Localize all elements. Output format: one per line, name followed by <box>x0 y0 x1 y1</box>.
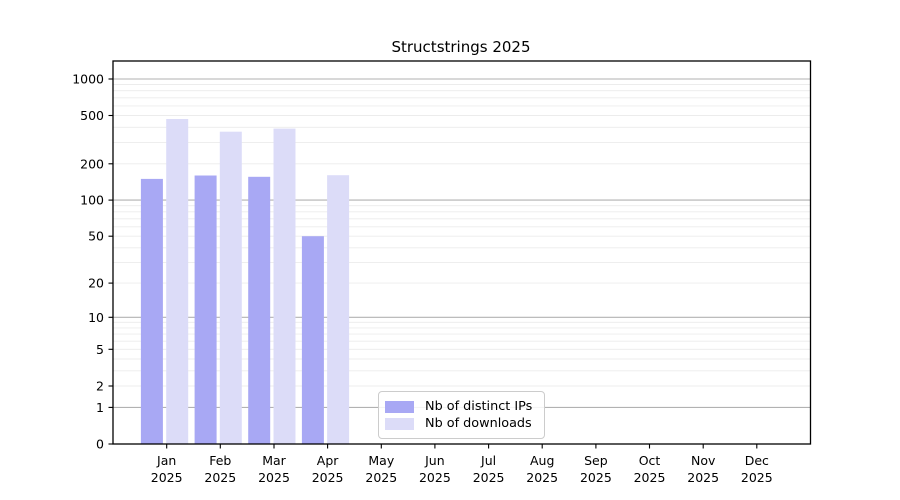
bar-downloads-Feb <box>219 131 242 444</box>
legend-item-distinct-ips: Nb of distinct IPs <box>385 399 536 414</box>
y-tick-label: 200 <box>80 156 104 171</box>
bar-distinct-ips-Jan <box>140 178 163 444</box>
x-tick-label-year: 2025 <box>580 470 612 485</box>
x-tick-label-year: 2025 <box>687 470 719 485</box>
y-tick-label: 500 <box>80 108 104 123</box>
x-tick-label-month: Oct <box>639 453 661 468</box>
x-tick-label-year: 2025 <box>419 470 451 485</box>
bar-downloads-Mar <box>273 128 296 444</box>
axes: 0 1 2 5 10 20 50 100 200 500 1000 Jan 2025 Feb 2025 Mar… <box>72 60 812 485</box>
legend-swatch-distinct-ips <box>385 400 414 413</box>
legend-item-downloads: Nb of downloads <box>385 416 536 431</box>
chart-title: Structstrings 2025 <box>391 38 530 56</box>
legend-label-distinct-ips: Nb of distinct IPs <box>425 399 533 414</box>
x-tick-label-year: 2025 <box>258 470 290 485</box>
x-tick-label-month: Mar <box>262 453 286 468</box>
bar-distinct-ips-Feb <box>194 175 217 444</box>
y-tick-label: 50 <box>88 229 104 244</box>
y-tick-label: 100 <box>80 193 104 208</box>
y-tick-label: 1 <box>96 400 104 415</box>
y-tick-label: 0 <box>96 437 104 452</box>
x-tick-label-year: 2025 <box>204 470 236 485</box>
bar-distinct-ips-Mar <box>248 176 271 445</box>
x-tick-label-year: 2025 <box>312 470 344 485</box>
y-tick-label: 1000 <box>72 72 104 87</box>
x-tick-label-month: May <box>368 453 394 468</box>
bars <box>140 119 350 445</box>
x-tick-label-month: Apr <box>317 453 339 468</box>
x-tick-label-month: Dec <box>745 453 769 468</box>
x-tick-label-month: Nov <box>691 453 716 468</box>
x-tick-label-year: 2025 <box>741 470 773 485</box>
bar-downloads-Jan <box>166 119 189 444</box>
x-tick-label-year: 2025 <box>473 470 505 485</box>
y-tick-label: 2 <box>96 379 104 394</box>
plot-border <box>112 60 812 445</box>
y-tick-label: 10 <box>88 310 104 325</box>
x-tick-label-month: Aug <box>530 453 554 468</box>
x-tick-label-month: Sep <box>584 453 608 468</box>
bar-distinct-ips-Apr <box>301 236 324 444</box>
x-tick-label-year: 2025 <box>634 470 666 485</box>
x-tick-label-year: 2025 <box>151 470 183 485</box>
bar-downloads-Apr <box>327 175 350 444</box>
x-tick-label-year: 2025 <box>526 470 558 485</box>
y-tick-label: 20 <box>88 276 104 291</box>
y-tick-label: 5 <box>96 342 104 357</box>
x-tick-label-year: 2025 <box>365 470 397 485</box>
x-tick-label-month: Jul <box>480 453 496 468</box>
legend-label-downloads: Nb of downloads <box>425 416 532 431</box>
x-tick-label-month: Feb <box>209 453 231 468</box>
x-tick-label-month: Jun <box>424 453 445 468</box>
x-tick-label-month: Jan <box>156 453 176 468</box>
gridlines <box>113 78 811 408</box>
legend-swatch-downloads <box>385 417 414 430</box>
legend: Nb of distinct IPs Nb of downloads <box>378 391 545 439</box>
